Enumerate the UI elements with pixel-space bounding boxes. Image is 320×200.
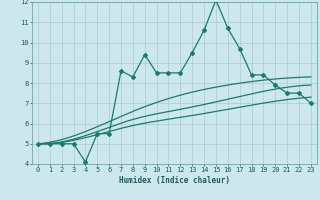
X-axis label: Humidex (Indice chaleur): Humidex (Indice chaleur) <box>119 176 230 185</box>
